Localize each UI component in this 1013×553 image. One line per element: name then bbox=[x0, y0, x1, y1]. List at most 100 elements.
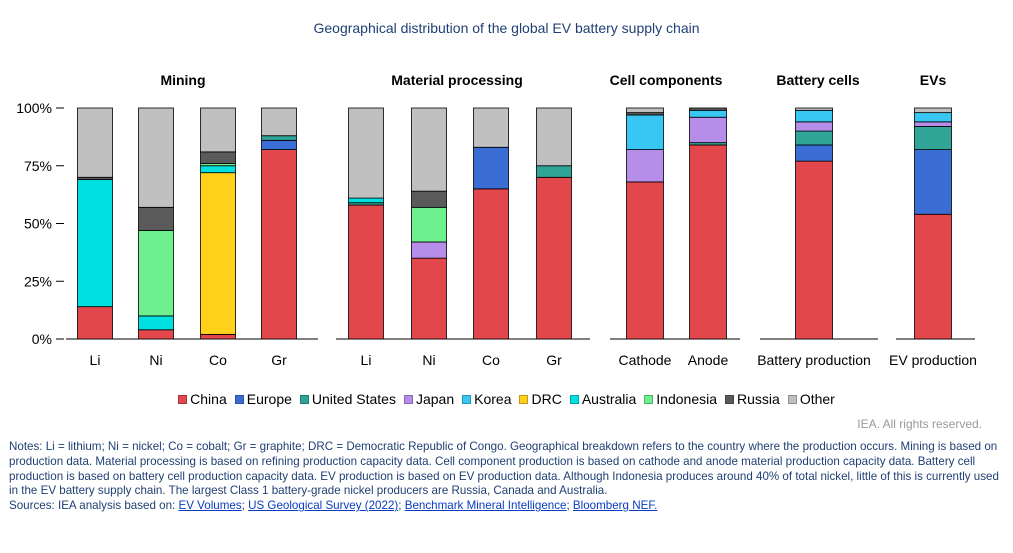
bar-segment-other bbox=[200, 107, 236, 153]
legend-item-indonesia: Indonesia bbox=[644, 391, 717, 407]
bar-segment-russia bbox=[411, 190, 447, 208]
bar-segment-australia bbox=[348, 197, 384, 204]
sources-prefix: Sources: IEA analysis based on: bbox=[9, 499, 179, 513]
bar-segment-japan bbox=[914, 121, 952, 127]
legend-item-russia: Russia bbox=[725, 391, 780, 407]
bar-segment-japan bbox=[795, 121, 833, 132]
legend-label: Indonesia bbox=[656, 391, 718, 407]
bar-segment-china bbox=[473, 188, 509, 340]
legend-label: Korea bbox=[474, 391, 512, 407]
bar-segment-australia bbox=[200, 165, 236, 174]
legend-label: Russia bbox=[737, 391, 780, 407]
bar-segment-europe bbox=[261, 139, 297, 150]
legend-swatch bbox=[787, 394, 797, 404]
chart-title: Geographical distribution of the global … bbox=[313, 20, 700, 36]
bar-segment-korea bbox=[689, 109, 727, 118]
bar-segment-australia bbox=[138, 315, 174, 331]
y-tick-label: 0% bbox=[32, 331, 52, 347]
bar-segment-other bbox=[348, 107, 384, 199]
bar-segment-japan bbox=[689, 116, 727, 144]
bar-segment-indonesia bbox=[138, 230, 174, 317]
stacked-bar-chart: 0% 25% 50% 75% 100% Mining Li Ni Co Gr Material pr… bbox=[16, 72, 977, 368]
legend-item-other: Other bbox=[787, 391, 835, 407]
source-separator: ; bbox=[398, 499, 405, 513]
bar-segment-china bbox=[914, 213, 952, 340]
bar-segment-korea bbox=[914, 112, 952, 123]
bar-segment-china bbox=[200, 333, 236, 340]
source-separator: ; bbox=[566, 499, 573, 513]
bar-segment-united-states bbox=[536, 165, 572, 178]
panel-title: Cell components bbox=[610, 72, 723, 88]
legend-swatch bbox=[569, 394, 579, 404]
legend-swatch bbox=[519, 394, 529, 404]
bar-segment-drc bbox=[200, 172, 236, 335]
chart-legend: China Europe United States Japan Korea DRC Aus… bbox=[0, 391, 1013, 407]
legend-label: China bbox=[190, 391, 227, 407]
bar-segment-other bbox=[914, 107, 952, 114]
x-category-label: Gr bbox=[271, 352, 287, 368]
bar-segment-korea bbox=[795, 109, 833, 123]
x-category-label: Ni bbox=[422, 352, 435, 368]
y-tick-label: 75% bbox=[24, 158, 52, 174]
legend-label: DRC bbox=[531, 391, 562, 407]
x-category-label: Cathode bbox=[619, 352, 672, 368]
bar-segment-russia bbox=[689, 107, 727, 111]
legend-swatch bbox=[725, 394, 735, 404]
legend-item-korea: Korea bbox=[462, 391, 511, 407]
legend-swatch bbox=[403, 394, 413, 404]
legend-label: Other bbox=[799, 391, 835, 407]
source-link[interactable]: Bloomberg NEF. bbox=[572, 499, 658, 513]
x-category-label: Li bbox=[90, 352, 101, 368]
panel-title: Mining bbox=[160, 72, 205, 88]
bar-segment-russia bbox=[200, 151, 236, 164]
bar-segment-china bbox=[689, 144, 727, 340]
bar-segment-united-states bbox=[795, 130, 833, 146]
bar-segment-other bbox=[536, 107, 572, 167]
source-link[interactable]: Benchmark Mineral Intelligence bbox=[404, 499, 567, 513]
bar-segment-korea bbox=[626, 114, 664, 150]
legend-label: Australia bbox=[581, 391, 637, 407]
x-category-label: Li bbox=[361, 352, 372, 368]
bar-segment-japan bbox=[411, 241, 447, 259]
bar-segment-other bbox=[626, 107, 664, 114]
legend-item-united-states: United States bbox=[299, 391, 396, 407]
source-link[interactable]: EV Volumes bbox=[178, 499, 242, 513]
legend-swatch bbox=[644, 394, 654, 404]
x-category-label: Ni bbox=[149, 352, 162, 368]
bar-segment-europe bbox=[795, 144, 833, 162]
y-tick-label: 50% bbox=[24, 216, 52, 232]
x-category-label: EV production bbox=[889, 352, 977, 368]
legend-swatch bbox=[299, 394, 309, 404]
legend-label: Europe bbox=[246, 391, 292, 407]
source-link[interactable]: US Geological Survey (2022) bbox=[248, 499, 399, 513]
legend-item-japan: Japan bbox=[403, 391, 454, 407]
bar-segment-other bbox=[795, 107, 833, 111]
y-tick-label: 25% bbox=[24, 273, 52, 289]
bar-segment-china bbox=[138, 329, 174, 340]
notes-text: Notes: Li = lithium; Ni = nickel; Co = c… bbox=[9, 440, 999, 498]
source-separator: ; bbox=[241, 499, 249, 513]
x-category-label: Battery production bbox=[757, 352, 871, 368]
legend-item-drc: DRC bbox=[519, 391, 562, 407]
bar-segment-china bbox=[77, 306, 113, 340]
bar-segment-china bbox=[411, 257, 447, 340]
bar-segment-china bbox=[261, 149, 297, 340]
bar-segment-australia bbox=[77, 179, 113, 308]
legend-label: United States bbox=[311, 391, 396, 407]
legend-item-china: China bbox=[178, 391, 227, 407]
legend-swatch bbox=[178, 394, 188, 404]
panel-title: Material processing bbox=[391, 72, 523, 88]
y-tick-label: 100% bbox=[16, 100, 52, 116]
rights-notice: IEA. All rights reserved. bbox=[857, 417, 982, 431]
bar-segment-other bbox=[77, 107, 113, 178]
legend-swatch bbox=[462, 394, 472, 404]
legend-swatch bbox=[234, 394, 244, 404]
x-category-label: Anode bbox=[688, 352, 729, 368]
bar-segment-other bbox=[138, 107, 174, 208]
bar-segment-china bbox=[626, 181, 664, 340]
legend-item-australia: Australia bbox=[569, 391, 637, 407]
bar-segment-other bbox=[261, 107, 297, 137]
x-category-label: Co bbox=[209, 352, 227, 368]
bar-segment-europe bbox=[473, 146, 509, 190]
bar-segment-united-states bbox=[914, 126, 952, 150]
